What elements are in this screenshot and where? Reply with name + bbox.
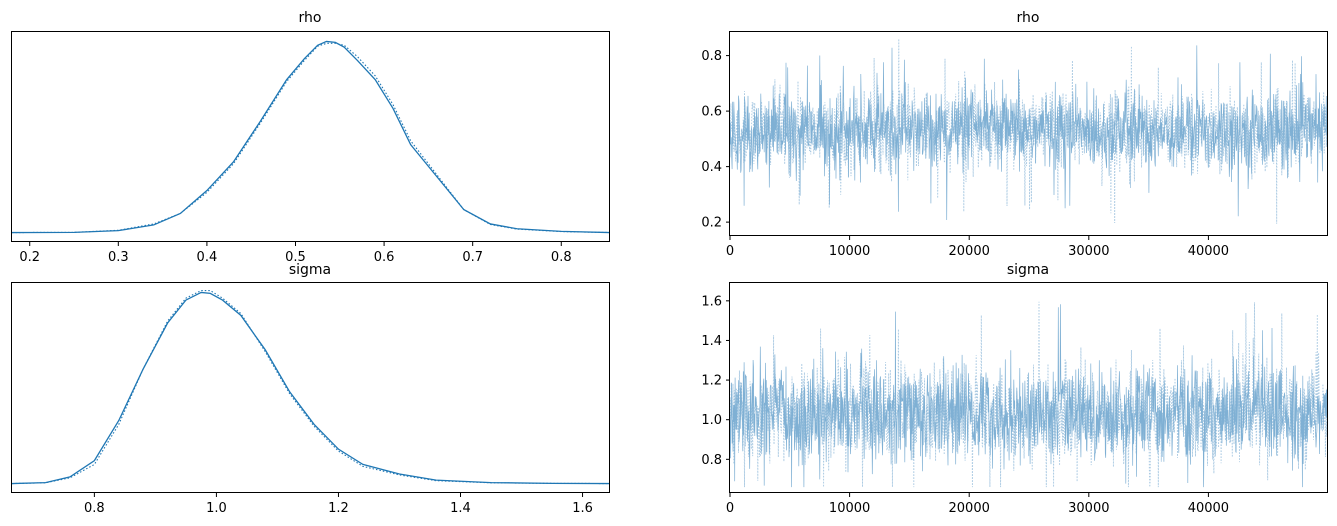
rho-density-series-dotted-line [11, 42, 611, 234]
sigma-density-xtick-label: 1.6 [572, 501, 593, 516]
rho-trace-xtick-label: 30000 [1068, 244, 1109, 259]
rho-density-xtick-label: 0.5 [285, 250, 306, 265]
sigma-trace-xtick-label: 30000 [1068, 501, 1109, 516]
sigma-trace-xtick-label: 40000 [1188, 501, 1229, 516]
sigma-density-xtick-label: 0.8 [84, 501, 105, 516]
sigma-density-title: sigma [289, 262, 331, 278]
sigma-density-axes-frame [11, 282, 610, 493]
sigma-density-series-dotted-line [11, 289, 611, 485]
sigma-trace-xtick-label: 0 [726, 501, 734, 516]
rho-trace-ytick-label: 0.6 [701, 105, 722, 120]
rho-density-xtick-label: 0.8 [551, 250, 572, 265]
rho-trace-xtick-label: 10000 [829, 244, 870, 259]
rho-density-xtick-label: 0.2 [19, 250, 40, 265]
sigma-trace-title: sigma [1007, 262, 1049, 278]
sigma-trace-xtick-label: 20000 [949, 501, 990, 516]
rho-trace-xtick-label: 20000 [949, 244, 990, 259]
rho-density-xtick-label: 0.3 [108, 250, 129, 265]
sigma-trace-ytick-label: 0.8 [701, 453, 722, 468]
sigma-trace-ytick-label: 1.2 [701, 374, 722, 389]
rho-trace-xtick-label: 40000 [1188, 244, 1229, 259]
rho-density-title: rho [299, 10, 322, 26]
rho-trace-chain-light-trace [730, 38, 1328, 224]
rho-trace-ytick-label: 0.2 [701, 216, 722, 231]
rho-trace-chain-main-trace [730, 45, 1328, 221]
sigma-trace-ytick-label: 1.0 [701, 413, 722, 428]
rho-density-series-solid-line [11, 40, 611, 234]
rho-trace-ytick-label: 0.8 [701, 49, 722, 64]
rho-trace-xtick-label: 0 [726, 244, 734, 259]
rho-trace-ytick-label: 0.4 [701, 160, 722, 175]
sigma-density-series-solid-line [11, 291, 611, 485]
sigma-trace-panel: sigma 0 10000 20000 30000 40000 0.8 1.0 1.2 1.4… [701, 262, 1328, 516]
rho-trace-panel: rho 0 10000 20000 30000 40000 0.2 0.4 0.6 0.8 [701, 10, 1328, 259]
sigma-trace-xtick-label: 10000 [829, 501, 870, 516]
rho-trace-axes-frame [729, 31, 1328, 236]
rho-density-xtick-label: 0.6 [374, 250, 395, 265]
sigma-trace-ytick-label: 1.6 [701, 294, 722, 309]
rho-trace-title: rho [1017, 10, 1040, 26]
sigma-trace-chain-main-trace [730, 304, 1328, 488]
rho-density-axes-frame [11, 31, 610, 242]
rho-density-xtick-label: 0.7 [462, 250, 483, 265]
rho-density-xtick-label: 0.4 [197, 250, 218, 265]
sigma-density-xtick-label: 1.0 [206, 501, 227, 516]
sigma-density-xtick-label: 1.4 [450, 501, 471, 516]
sigma-trace-axes-frame [729, 282, 1328, 493]
sigma-density-panel: sigma 0.8 1.0 1.2 1.4 1.6 [11, 262, 611, 516]
rho-density-panel: rho 0.2 0.3 0.4 0.5 0.6 0.7 0.8 [11, 10, 611, 265]
sigma-density-xtick-label: 1.2 [328, 501, 349, 516]
sigma-trace-ytick-label: 1.4 [701, 334, 722, 349]
